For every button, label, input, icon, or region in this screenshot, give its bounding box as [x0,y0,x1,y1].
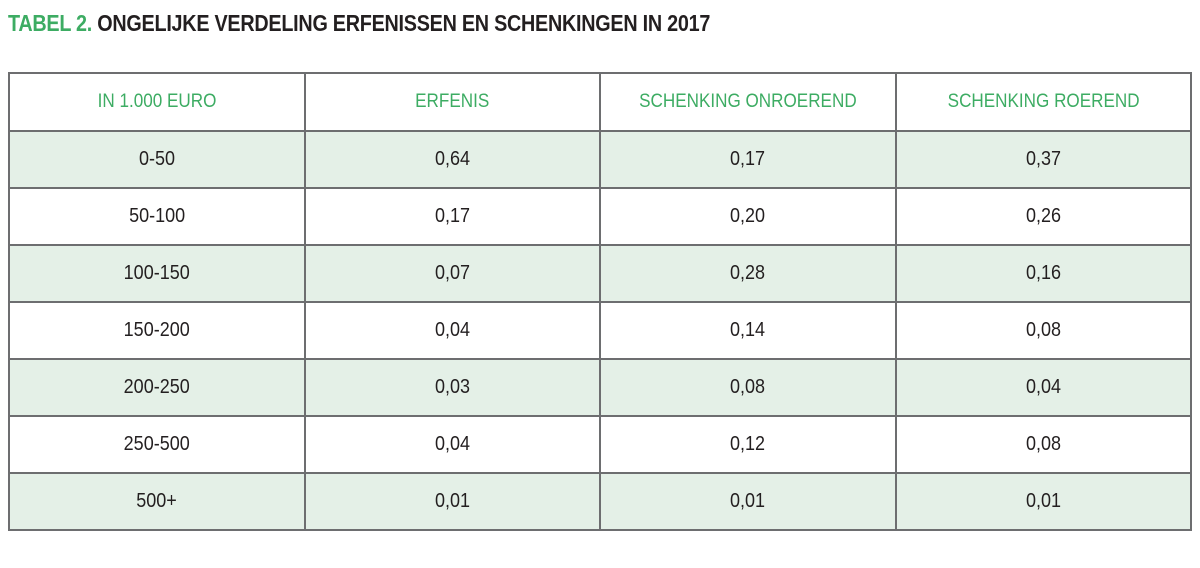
value-cell: 0,08 [599,358,897,417]
value-cell: 0,14 [599,301,897,360]
value-cell: 0,12 [599,415,897,474]
range-value: 0-50 [138,148,175,170]
header-row: IN 1.000 EURO ERFENIS SCHENKING ONROEREN… [8,72,1192,132]
range-cell: 200-250 [8,358,306,417]
cell-value: 0,07 [434,262,470,284]
table-row: 150-200 0,04 0,14 0,08 [8,301,1192,360]
table-row: 500+ 0,01 0,01 0,01 [8,472,1192,531]
cell-value: 0,04 [434,319,470,341]
table-row: 100-150 0,07 0,28 0,16 [8,244,1192,303]
cell-value: 0,04 [434,433,470,455]
cell-value: 0,04 [1025,376,1061,398]
cell-value: 0,08 [730,376,766,398]
value-cell: 0,04 [894,358,1192,417]
cell-value: 0,64 [434,148,470,170]
table-title-label: TABEL 2. [8,10,93,36]
value-cell: 0,16 [894,244,1192,303]
table-title: TABEL 2. ONGELIJKE VERDELING ERFENISSEN … [8,10,824,37]
cell-value: 0,08 [1025,433,1061,455]
range-cell: 100-150 [8,244,306,303]
table-row: 50-100 0,17 0,20 0,26 [8,187,1192,246]
table-row: 0-50 0,64 0,17 0,37 [8,130,1192,189]
table-row: 200-250 0,03 0,08 0,04 [8,358,1192,417]
value-cell: 0,01 [303,472,601,531]
range-cell: 250-500 [8,415,306,474]
cell-value: 0,01 [730,490,766,512]
range-value: 150-200 [123,319,190,341]
column-header-schenking-roerend: SCHENKING ROEREND [894,72,1192,132]
range-cell: 0-50 [8,130,306,189]
value-cell: 0,26 [894,187,1192,246]
table-row: 250-500 0,04 0,12 0,08 [8,415,1192,474]
value-cell: 0,04 [303,415,601,474]
value-cell: 0,01 [894,472,1192,531]
value-cell: 0,04 [303,301,601,360]
column-header-schenking-onroerend-label: SCHENKING ONROEREND [638,91,857,112]
value-cell: 0,28 [599,244,897,303]
range-value: 250-500 [123,433,190,455]
value-cell: 0,08 [894,415,1192,474]
value-cell: 0,01 [599,472,897,531]
cell-value: 0,17 [434,205,470,227]
column-header-range-label: IN 1.000 EURO [97,91,217,112]
range-value: 50-100 [128,205,185,227]
range-value: 100-150 [123,262,190,284]
value-cell: 0,07 [303,244,601,303]
table-title-text: ONGELIJKE VERDELING ERFENISSEN EN SCHENK… [97,10,711,36]
cell-value: 0,12 [730,433,766,455]
cell-value: 0,14 [730,319,766,341]
cell-value: 0,28 [730,262,766,284]
cell-value: 0,26 [1025,205,1061,227]
range-value: 200-250 [123,376,190,398]
column-header-schenking-roerend-label: SCHENKING ROEREND [947,91,1140,112]
value-cell: 0,17 [599,130,897,189]
cell-value: 0,16 [1025,262,1061,284]
range-cell: 500+ [8,472,306,531]
value-cell: 0,08 [894,301,1192,360]
column-header-erfenis: ERFENIS [303,72,601,132]
data-table: IN 1.000 EURO ERFENIS SCHENKING ONROEREN… [8,72,1192,531]
cell-value: 0,01 [1025,490,1061,512]
value-cell: 0,64 [303,130,601,189]
cell-value: 0,03 [434,376,470,398]
range-cell: 50-100 [8,187,306,246]
cell-value: 0,20 [730,205,766,227]
cell-value: 0,08 [1025,319,1061,341]
value-cell: 0,20 [599,187,897,246]
cell-value: 0,01 [434,490,470,512]
column-header-schenking-onroerend: SCHENKING ONROEREND [599,72,897,132]
column-header-range: IN 1.000 EURO [8,72,306,132]
value-cell: 0,17 [303,187,601,246]
cell-value: 0,37 [1025,148,1061,170]
range-value: 500+ [136,490,178,512]
value-cell: 0,37 [894,130,1192,189]
cell-value: 0,17 [730,148,766,170]
value-cell: 0,03 [303,358,601,417]
column-header-erfenis-label: ERFENIS [415,91,490,112]
range-cell: 150-200 [8,301,306,360]
